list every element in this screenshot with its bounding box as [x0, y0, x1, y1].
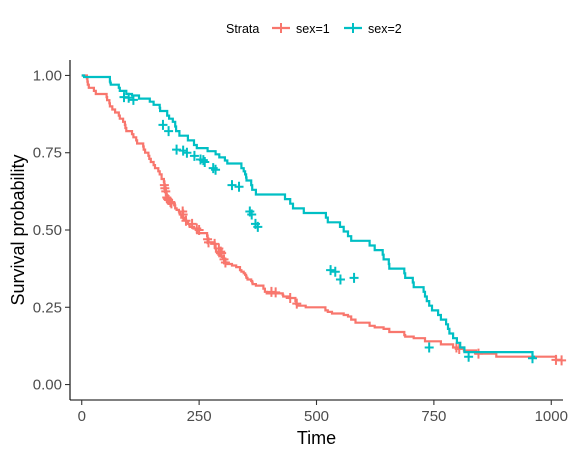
censor-mark — [292, 298, 302, 309]
censor-mark — [182, 147, 192, 158]
y-tick-label: 1.00 — [33, 67, 62, 84]
plot-area: 0 250 500 750 1000 0.00 0.25 0.50 0.75 1.00 — [33, 60, 568, 425]
censor-mark — [464, 351, 474, 362]
censor-mark — [128, 94, 138, 105]
survival-curve-sex=2 — [81, 74, 535, 359]
legend-key-plus — [348, 23, 358, 33]
censor-mark — [424, 342, 434, 353]
censor-mark — [326, 265, 336, 276]
censor-mark — [349, 272, 359, 283]
censor-mark — [227, 180, 237, 191]
x-tick-label: 1000 — [535, 408, 568, 425]
censor-mark — [178, 209, 188, 220]
censor-mark — [124, 92, 134, 103]
legend-key-plus — [276, 23, 286, 33]
series-sex=1 — [81, 74, 567, 366]
censor-mark — [194, 225, 204, 235]
censor-mark — [335, 274, 345, 285]
censor-mark — [220, 257, 230, 268]
y-tick-label: 0.50 — [33, 222, 62, 239]
censor-mark — [189, 150, 199, 161]
censor-mark — [253, 221, 263, 232]
censor-mark — [527, 353, 537, 364]
y-axis-title: Survival probability — [8, 154, 28, 305]
series-layer — [81, 74, 567, 366]
censor-mark — [187, 218, 197, 229]
y-tick-label: 0.75 — [33, 145, 62, 162]
censor-mark — [234, 181, 244, 192]
censor-mark — [158, 119, 168, 130]
x-axis-title: Time — [297, 428, 336, 448]
legend-label: sex=2 — [368, 22, 402, 36]
censor-mark — [200, 157, 210, 167]
survival-curve-sex=1 — [81, 74, 562, 361]
censor-mark — [211, 164, 221, 175]
y-tick-label: 0.25 — [33, 299, 62, 316]
censor-mark — [330, 266, 340, 277]
y-tick-label: 0.00 — [33, 377, 62, 394]
censor-mark — [166, 198, 176, 209]
x-tick-label: 750 — [421, 408, 446, 425]
censor-mark — [247, 209, 257, 220]
censor-mark — [473, 348, 483, 359]
censor-mark — [198, 155, 208, 166]
censor-mark — [557, 355, 567, 366]
x-ticks: 0 250 500 750 1000 — [78, 400, 568, 425]
censor-mark — [204, 237, 214, 248]
censor-mark — [285, 293, 295, 303]
series-sex=2 — [81, 74, 537, 364]
censor-mark — [217, 248, 227, 259]
y-ticks: 0.00 0.25 0.50 0.75 1.00 — [33, 67, 70, 394]
censor-mark — [181, 215, 191, 226]
legend: Strata sex=1 sex=2 — [226, 22, 402, 36]
censor-mark — [164, 126, 174, 137]
x-tick-label: 250 — [187, 408, 212, 425]
x-tick-label: 0 — [78, 408, 86, 425]
legend-label: sex=1 — [296, 22, 330, 36]
legend-title: Strata — [226, 22, 259, 36]
censor-mark — [271, 287, 281, 298]
censor-mark — [210, 238, 220, 249]
x-tick-label: 500 — [304, 408, 329, 425]
